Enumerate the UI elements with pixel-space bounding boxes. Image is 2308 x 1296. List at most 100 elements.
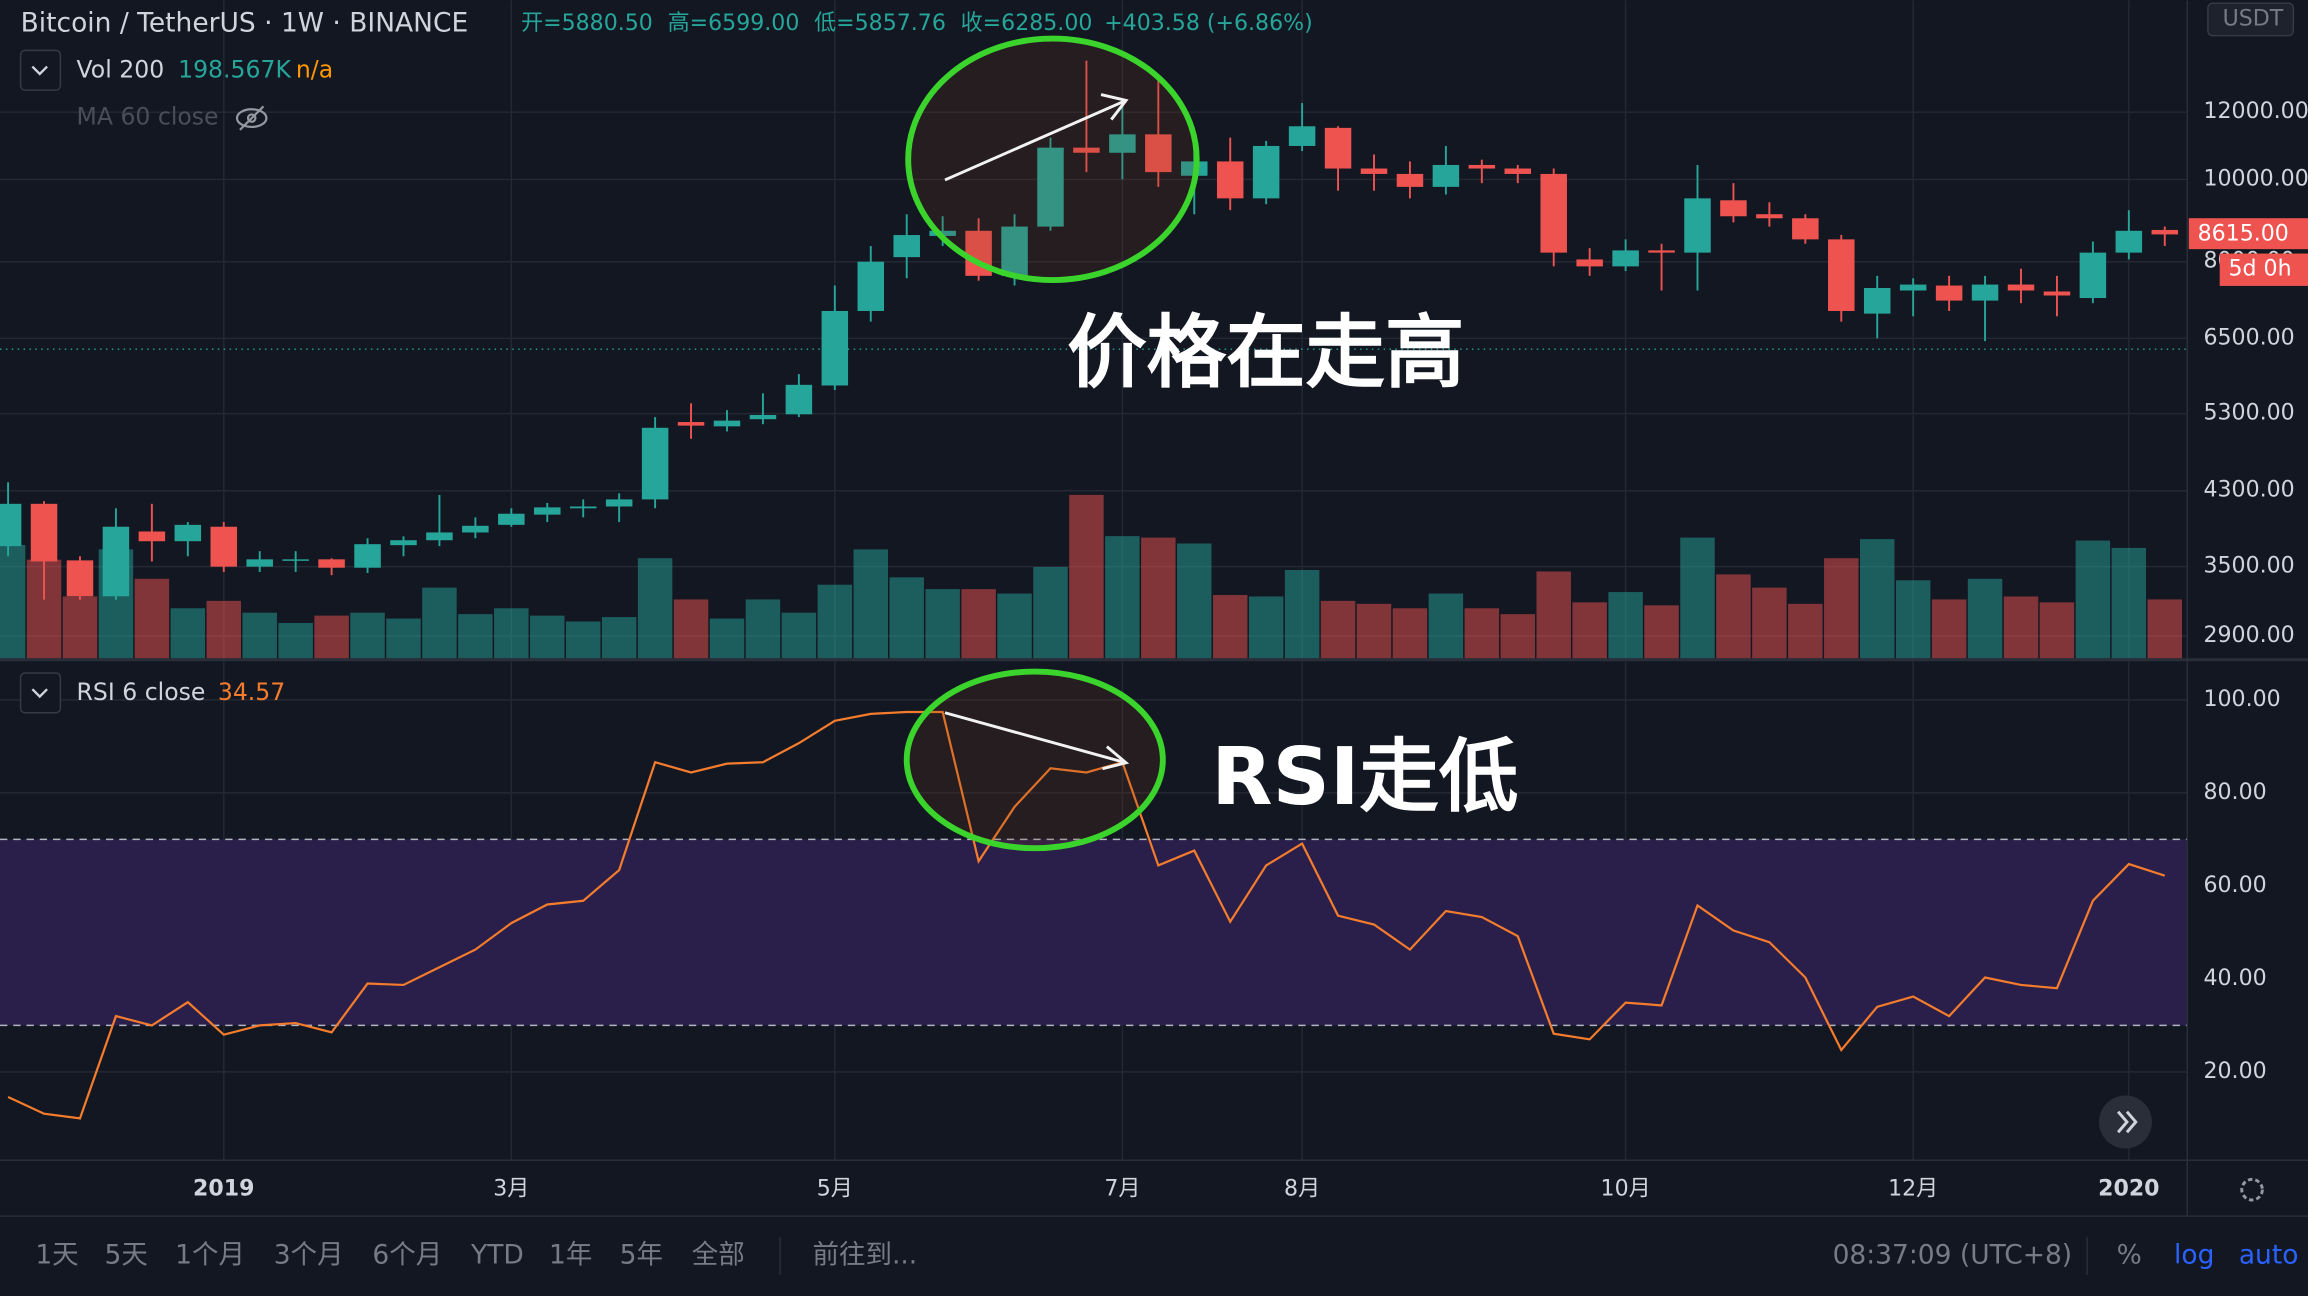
candle-body <box>2151 229 2179 235</box>
range-button[interactable]: 1年 <box>549 1239 592 1270</box>
settings-icon[interactable] <box>2240 1177 2264 1202</box>
volume-bar <box>1428 593 1464 659</box>
candle-body <box>462 525 489 533</box>
countdown-label: 5d 0h <box>2229 257 2292 282</box>
volume-bar <box>1752 587 1787 659</box>
range-button[interactable]: 5天 <box>105 1239 148 1270</box>
candle-body <box>2043 291 2071 296</box>
candle-body <box>1396 173 1424 187</box>
volume-bar <box>2075 540 2111 659</box>
volume-bar <box>458 614 493 659</box>
volume-bar <box>1572 602 1607 659</box>
candle-body <box>1216 161 1244 199</box>
candle-body <box>1899 284 1927 291</box>
volume-bar <box>1069 494 1104 659</box>
range-button[interactable]: 1个月 <box>175 1239 245 1270</box>
volume-bar <box>709 618 745 659</box>
candle-body <box>821 310 849 386</box>
volume-bar <box>386 618 421 659</box>
rsi-band <box>0 839 2188 1026</box>
volume-bar <box>781 612 817 659</box>
candle-body <box>857 261 885 311</box>
x-tick-label: 8月 <box>1284 1177 1320 1202</box>
volume-bar <box>1931 599 1967 659</box>
hidden-eye-icon[interactable] <box>235 105 268 131</box>
candle-body <box>929 230 956 236</box>
last-price-label: 8615.00 <box>2198 221 2289 246</box>
collapse-button[interactable] <box>19 672 62 714</box>
chevron-icon <box>31 688 48 699</box>
candle-body <box>1504 168 1532 174</box>
x-tick-label: 2019 <box>193 1177 254 1202</box>
candle-body <box>1001 226 1028 276</box>
range-button[interactable]: 5年 <box>620 1239 663 1270</box>
legend: Vol 200 <box>77 56 165 84</box>
range-button[interactable]: 6个月 <box>372 1239 442 1270</box>
candle-body <box>102 526 130 597</box>
volume-bar <box>1824 558 1859 659</box>
candle-body <box>1073 147 1100 153</box>
candle-body <box>1468 164 1496 169</box>
percent-toggle[interactable]: % <box>2117 1239 2142 1270</box>
candle-body <box>1432 164 1460 187</box>
volume-bar <box>1033 567 1068 659</box>
range-button[interactable]: 1天 <box>35 1239 78 1270</box>
y-tick-label: 5300.00 <box>2203 401 2294 426</box>
volume-bar <box>1141 537 1176 659</box>
volume-bar <box>925 589 960 659</box>
volume-bar <box>817 584 853 659</box>
y-tick-label: 100.00 <box>2203 687 2280 712</box>
legend-value: n/a <box>296 56 333 84</box>
candle-body <box>893 235 920 258</box>
candle-body <box>1288 126 1316 146</box>
auto-toggle[interactable]: auto <box>2239 1239 2299 1270</box>
candle-body <box>1109 134 1136 153</box>
y-tick-label: 2900.00 <box>2203 623 2294 648</box>
goto-button[interactable]: 前往到... <box>813 1239 918 1270</box>
y-tick-label: 3500.00 <box>2203 554 2294 579</box>
volume-bar <box>673 599 709 659</box>
volume-bar <box>1248 596 1284 659</box>
clock: 08:37:09 (UTC+8) <box>1833 1239 2073 1270</box>
range-button[interactable]: YTD <box>470 1239 524 1270</box>
candle-body <box>605 499 633 507</box>
y-tick-label: 20.00 <box>2203 1059 2266 1084</box>
range-button[interactable]: 全部 <box>692 1239 745 1270</box>
log-toggle[interactable]: log <box>2174 1239 2214 1270</box>
icon <box>2125 1110 2138 1134</box>
volume-bar <box>997 593 1032 659</box>
candle-body <box>534 507 561 515</box>
volume-bar <box>1105 536 1140 659</box>
candle-body <box>641 427 669 500</box>
volume-bar <box>565 621 601 659</box>
candle-body <box>1756 214 1783 219</box>
candle-body <box>1037 147 1064 227</box>
volume-bar <box>530 615 565 659</box>
x-tick-label: 3月 <box>493 1177 529 1202</box>
volume-bar <box>745 599 781 659</box>
legend: RSI 6 close <box>77 678 206 706</box>
candle-body <box>498 513 525 525</box>
candle-body <box>246 559 273 567</box>
legend-value: 198.567K <box>178 56 291 84</box>
candle-body <box>1252 145 1280 199</box>
volume-bar <box>889 577 924 659</box>
marks <box>0 60 2188 1120</box>
y-tick-label: 4300.00 <box>2203 478 2294 503</box>
volume-bar <box>2147 599 2183 659</box>
candle-body <box>174 524 202 542</box>
collapse-button[interactable] <box>19 49 62 91</box>
currency-label: USDT <box>2223 6 2284 31</box>
chevron-icon <box>31 65 48 76</box>
x-tick-label: 12月 <box>1888 1177 1938 1202</box>
range-button[interactable]: 3个月 <box>274 1239 344 1270</box>
volume-bar <box>314 615 349 659</box>
candle-body <box>1971 284 1999 301</box>
volume-bar <box>2039 602 2075 659</box>
y-tick-label: 80.00 <box>2203 780 2266 805</box>
volume-bar <box>601 617 637 659</box>
y-tick-label: 60.00 <box>2203 873 2266 898</box>
volume-bar <box>1284 569 1320 659</box>
highlight-ellipse <box>905 35 1200 283</box>
